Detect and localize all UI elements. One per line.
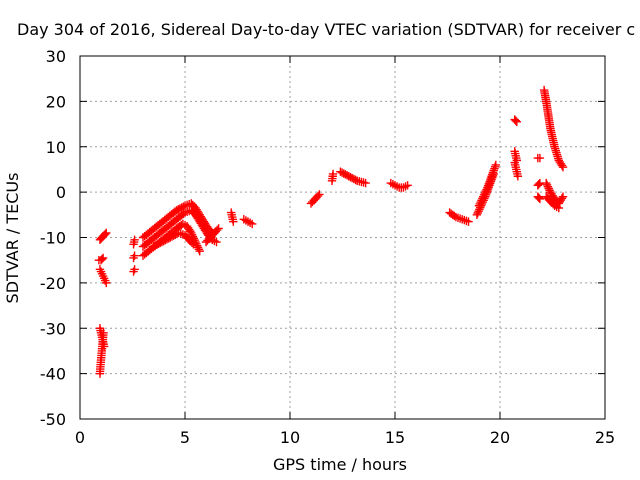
data-point: [130, 265, 139, 274]
data-point: [403, 181, 412, 190]
y-tick-label: 10: [46, 138, 66, 157]
data-point: [101, 229, 110, 239]
data-point: [361, 178, 370, 188]
data-point: [130, 251, 139, 260]
x-tick-label: 0: [75, 428, 85, 447]
data-point: [511, 116, 520, 125]
data-point: [229, 217, 238, 226]
data-point: [102, 278, 111, 288]
data-point: [189, 240, 198, 249]
data-point: [102, 228, 111, 238]
y-tick-label: -20: [40, 274, 66, 293]
y-tick-label: -50: [40, 410, 66, 429]
y-tick-label: -30: [40, 319, 66, 338]
x-axis-label: GPS time / hours: [273, 455, 407, 474]
data-point: [535, 153, 545, 163]
data-point: [535, 194, 545, 204]
data-point: [248, 219, 257, 229]
data-point: [534, 193, 544, 202]
data-point: [195, 246, 204, 256]
data-points: [94, 85, 568, 378]
data-point: [315, 190, 324, 199]
data-point: [187, 238, 197, 247]
y-tick-label: -10: [40, 229, 66, 248]
data-point: [97, 254, 107, 264]
data-point: [554, 203, 563, 213]
data-point: [213, 225, 222, 235]
data-point: [212, 237, 221, 247]
y-axis-label: SDTVAR / TECUs: [3, 173, 22, 304]
data-point: [130, 235, 139, 244]
x-tick-label: 20: [490, 428, 510, 447]
y-tick-label: 30: [46, 47, 66, 66]
data-point: [534, 179, 544, 189]
chart-title: Day 304 of 2016, Sidereal Day-to-day VTE…: [17, 20, 635, 39]
data-point: [464, 217, 473, 226]
data-point: [513, 172, 523, 181]
data-point: [491, 160, 500, 170]
x-tick-label: 15: [385, 428, 405, 447]
x-tick-label: 10: [280, 428, 300, 447]
data-point: [98, 253, 108, 263]
y-tick-label: 20: [46, 92, 66, 111]
y-tick-label: -40: [40, 365, 66, 384]
x-tick-label: 5: [180, 428, 190, 447]
data-point: [214, 224, 223, 233]
data-point: [558, 192, 568, 201]
data-point: [99, 342, 109, 351]
y-tick-label: 0: [56, 183, 66, 202]
axis-ticks: 0 5 10 15 20 25 30 20 10 0 -10 -20 -30 -40 -50: [40, 47, 615, 447]
x-tick-label: 25: [595, 428, 615, 447]
data-point: [313, 191, 323, 201]
data-point: [328, 169, 338, 179]
data-point: [512, 117, 521, 126]
data-point: [558, 162, 568, 172]
